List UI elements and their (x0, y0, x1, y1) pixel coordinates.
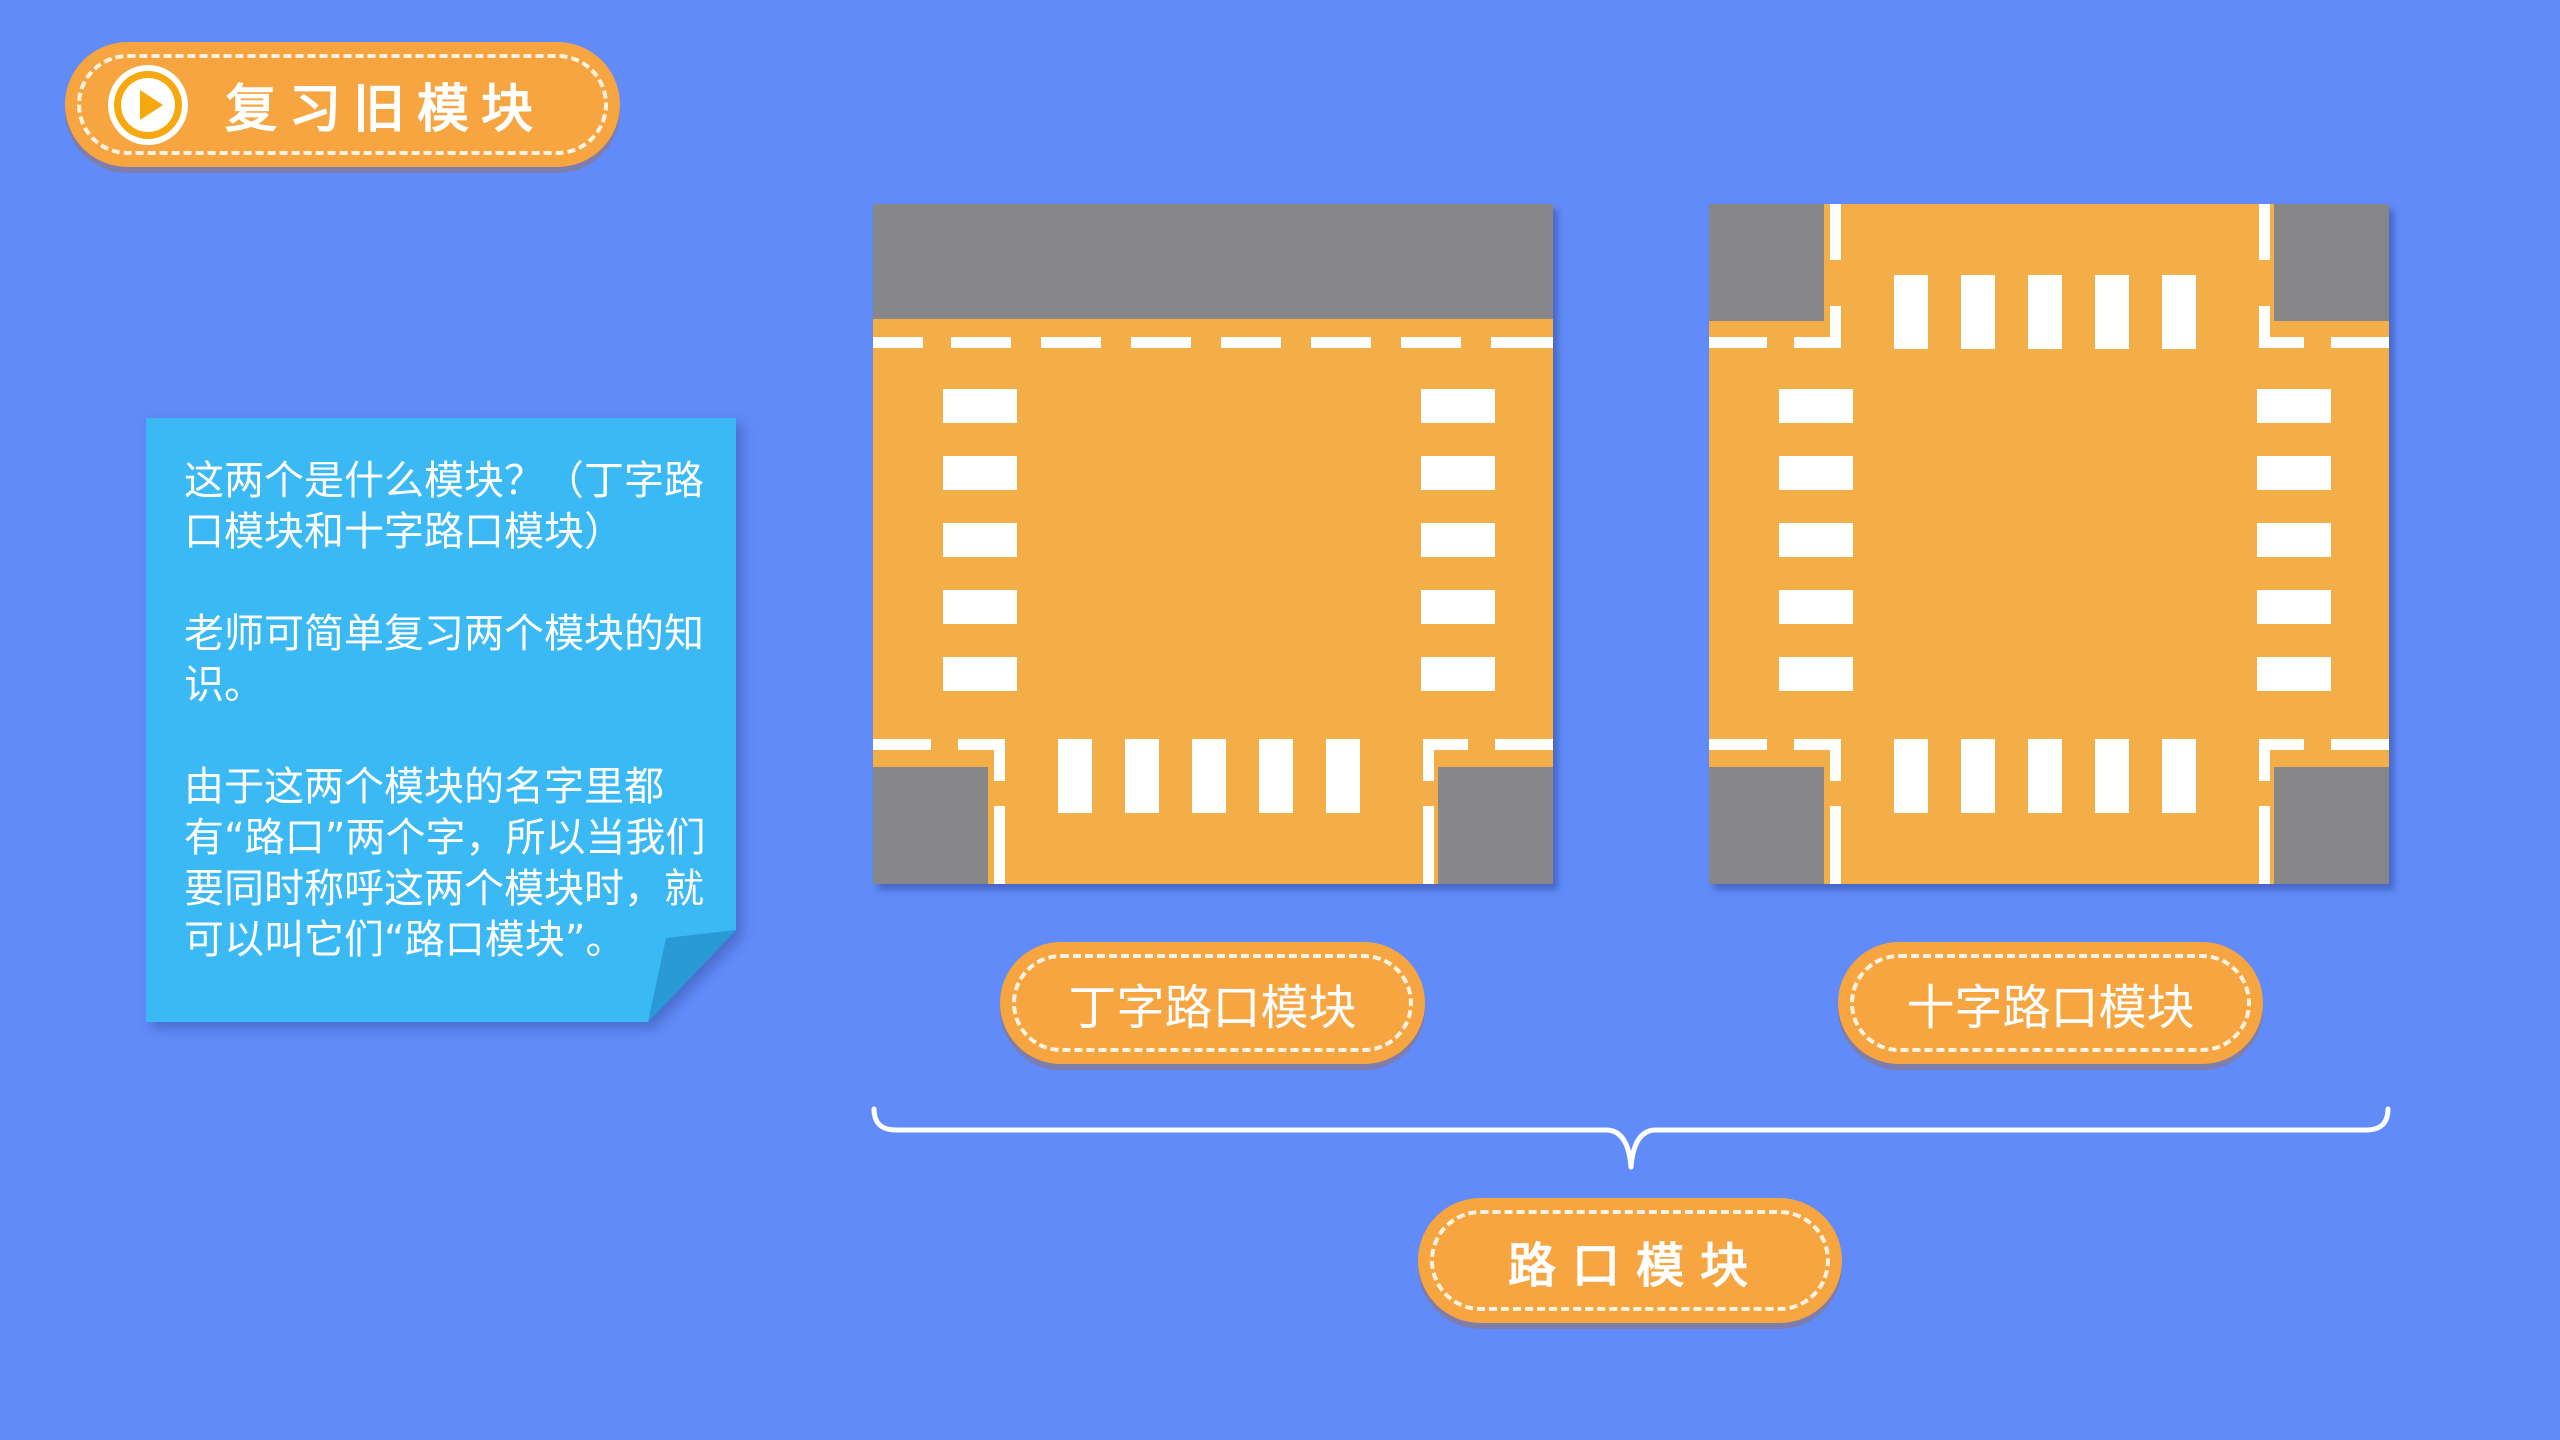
note-instruction: 老师可简单复习两个模块的知识。 (184, 611, 704, 708)
note-explanation: 由于这两个模块的名字里都有“路口”两个字，所以当我们要同时称呼这两个模块时，就可… (184, 764, 706, 963)
intersection-module-label: 路口模块 (1418, 1198, 1842, 1323)
note-question: 这两个是什么模块？（丁字路口模块和十字路口模块） (184, 458, 704, 555)
cross-intersection-label-text: 十字路口模块 (1906, 980, 2195, 1036)
t-intersection-label: 丁字路口模块 (1000, 942, 1425, 1064)
t-intersection-illustration (873, 204, 1553, 884)
teacher-note: 这两个是什么模块？（丁字路口模块和十字路口模块） 老师可简单复习两个模块的知识。… (146, 418, 736, 1022)
page-title: 复习旧模块 (225, 80, 546, 140)
t-intersection-module (873, 204, 1553, 884)
cross-intersection-label: 十字路口模块 (1838, 942, 2263, 1064)
t-intersection-label-text: 丁字路口模块 (1068, 980, 1357, 1036)
play-icon (108, 65, 188, 145)
grouping-brace (871, 1106, 2391, 1170)
note-text: 这两个是什么模块？（丁字路口模块和十字路口模块） 老师可简单复习两个模块的知识。… (184, 456, 724, 966)
cross-intersection-module (1709, 204, 2389, 884)
intersection-module-label-text: 路口模块 (1507, 1237, 1764, 1294)
note-paper (146, 418, 736, 1022)
review-old-modules-badge: 复习旧模块 (65, 42, 620, 167)
cross-intersection-illustration (1709, 204, 2389, 884)
